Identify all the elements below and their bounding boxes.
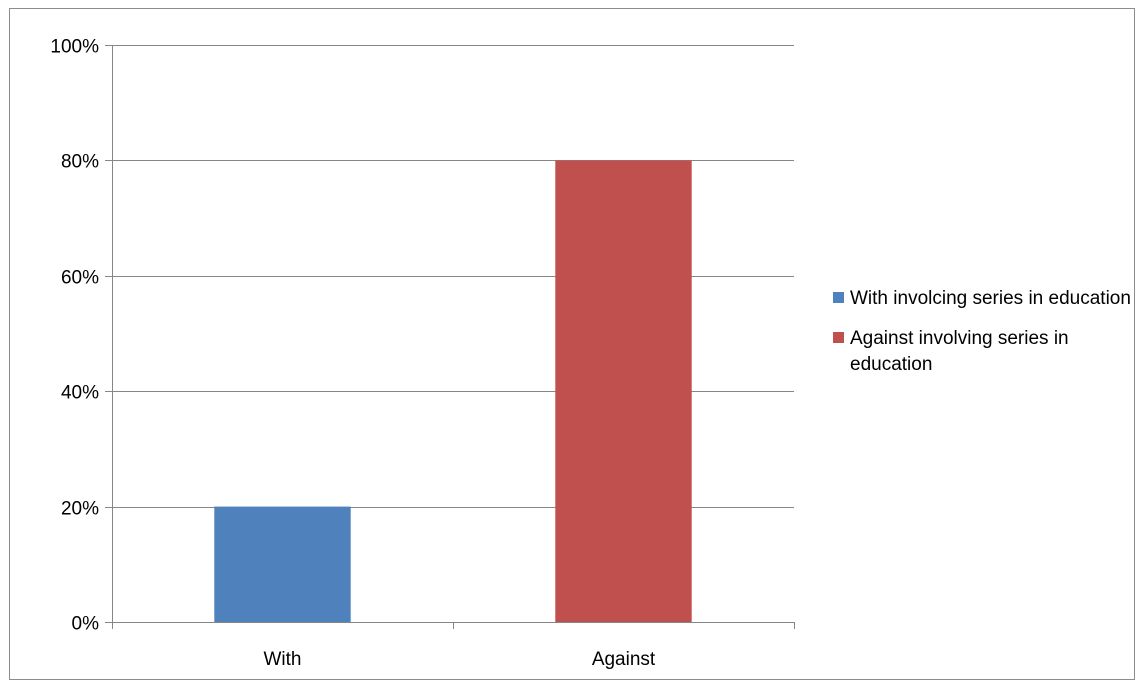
axes [105,45,795,629]
legend-swatch-with [833,292,844,303]
legend-label-with: With involcing series in education [850,288,1131,309]
legend-swatch-against [833,332,844,343]
bar-against [555,160,692,622]
y-tick-label: 40% [61,383,99,404]
legend-item-with: With involcing series in education [833,286,1133,312]
y-tick-label: 20% [61,499,99,520]
y-tick-label: 60% [61,268,99,289]
legend: With involcing series in education Again… [833,286,1133,392]
y-tick-label: 0% [72,614,100,635]
legend-label-against: Against involving series in education [850,328,1069,375]
bar-with [214,506,351,622]
bars [214,160,692,622]
y-tick-label: 80% [61,152,99,173]
legend-item-against: Against involving series in education [833,326,1133,378]
tick-labels: 0% 20% 40% 60% 80% 100% With Against [50,37,656,671]
y-tick-label: 100% [50,37,99,58]
x-tick-label: Against [592,649,656,670]
x-tick-label: With [264,649,302,670]
